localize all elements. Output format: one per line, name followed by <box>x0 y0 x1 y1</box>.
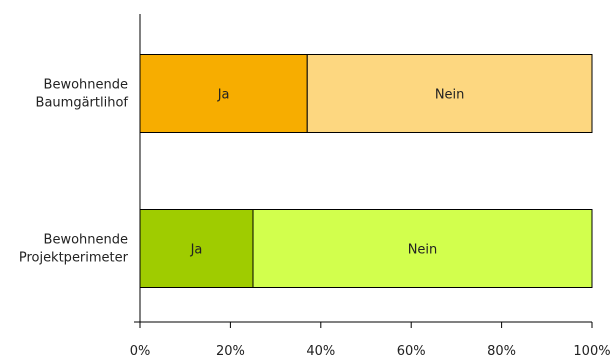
labels-group: Ja Nein Bewohnende Baumgärtlihof Ja Nein Bewoh… <box>19 78 465 266</box>
bar-2-nein-label: Nein <box>408 243 438 258</box>
x-tick-label-2: 40% <box>306 344 335 359</box>
bar-2-ja-label: Ja <box>190 243 203 258</box>
x-tick-label-0: 0% <box>130 344 151 359</box>
bars-group <box>139 54 593 288</box>
x-tick-label-1: 20% <box>216 344 245 359</box>
category-label-1-line-1: Bewohnende <box>44 78 128 93</box>
category-label-2-line-1: Bewohnende <box>44 233 128 248</box>
x-tick-label-5: 100% <box>573 344 610 359</box>
category-label-2-line-2: Projektperimeter <box>19 251 129 266</box>
bar-2-nein <box>252 209 593 288</box>
category-label-1-line-2: Baumgärtlihof <box>36 96 129 111</box>
bar-1-ja-label: Ja <box>217 88 230 103</box>
bar-1-nein-label: Nein <box>435 88 465 103</box>
x-tick-label-3: 60% <box>397 344 426 359</box>
bar-1-nein <box>306 54 593 133</box>
x-ticks-group: 0% 20% 40% 60% 80% 100% <box>130 322 611 359</box>
x-tick-label-4: 80% <box>487 344 516 359</box>
bar-1-ja <box>139 54 308 133</box>
bar-2-ja <box>139 209 254 288</box>
